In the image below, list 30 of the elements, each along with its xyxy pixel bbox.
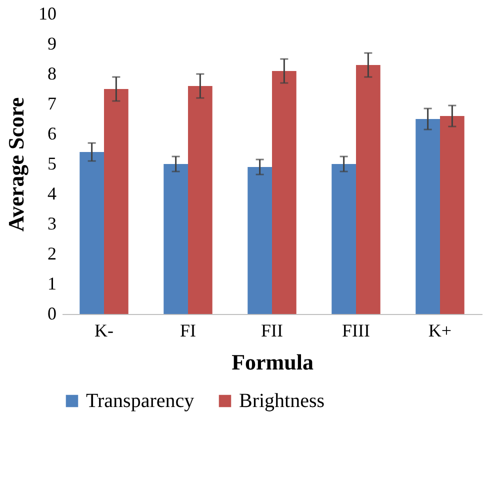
- bar: [332, 164, 356, 314]
- x-tick-label: FII: [261, 320, 284, 340]
- y-axis-title: Average Score: [4, 97, 28, 232]
- y-tick-label: 8: [48, 64, 56, 84]
- x-tick-label: K+: [428, 320, 452, 340]
- y-tick-label: 4: [48, 184, 56, 204]
- bar: [164, 164, 188, 314]
- bar: [188, 86, 212, 314]
- bar: [356, 65, 380, 314]
- bar: [440, 116, 464, 314]
- x-tick-label: FI: [180, 320, 196, 340]
- legend-label: Transparency: [86, 390, 194, 412]
- bar: [272, 71, 296, 314]
- bar: [104, 89, 128, 314]
- bar: [248, 167, 272, 314]
- y-tick-label: 0: [48, 304, 56, 324]
- x-tick-label: FIII: [342, 320, 370, 340]
- y-tick-label: 10: [38, 4, 56, 24]
- y-tick-label: 6: [48, 124, 56, 144]
- y-tick-label: 1: [48, 274, 56, 294]
- bar: [416, 119, 440, 314]
- bar: [80, 152, 104, 314]
- y-tick-label: 3: [48, 214, 56, 234]
- y-tick-label: 5: [48, 154, 56, 174]
- y-tick-label: 9: [48, 34, 56, 54]
- x-tick-label: K-: [94, 320, 114, 340]
- legend-label: Brightness: [239, 390, 325, 412]
- x-axis-title: Formula: [232, 350, 314, 374]
- y-tick-label: 7: [48, 94, 56, 114]
- y-tick-label: 2: [48, 244, 56, 264]
